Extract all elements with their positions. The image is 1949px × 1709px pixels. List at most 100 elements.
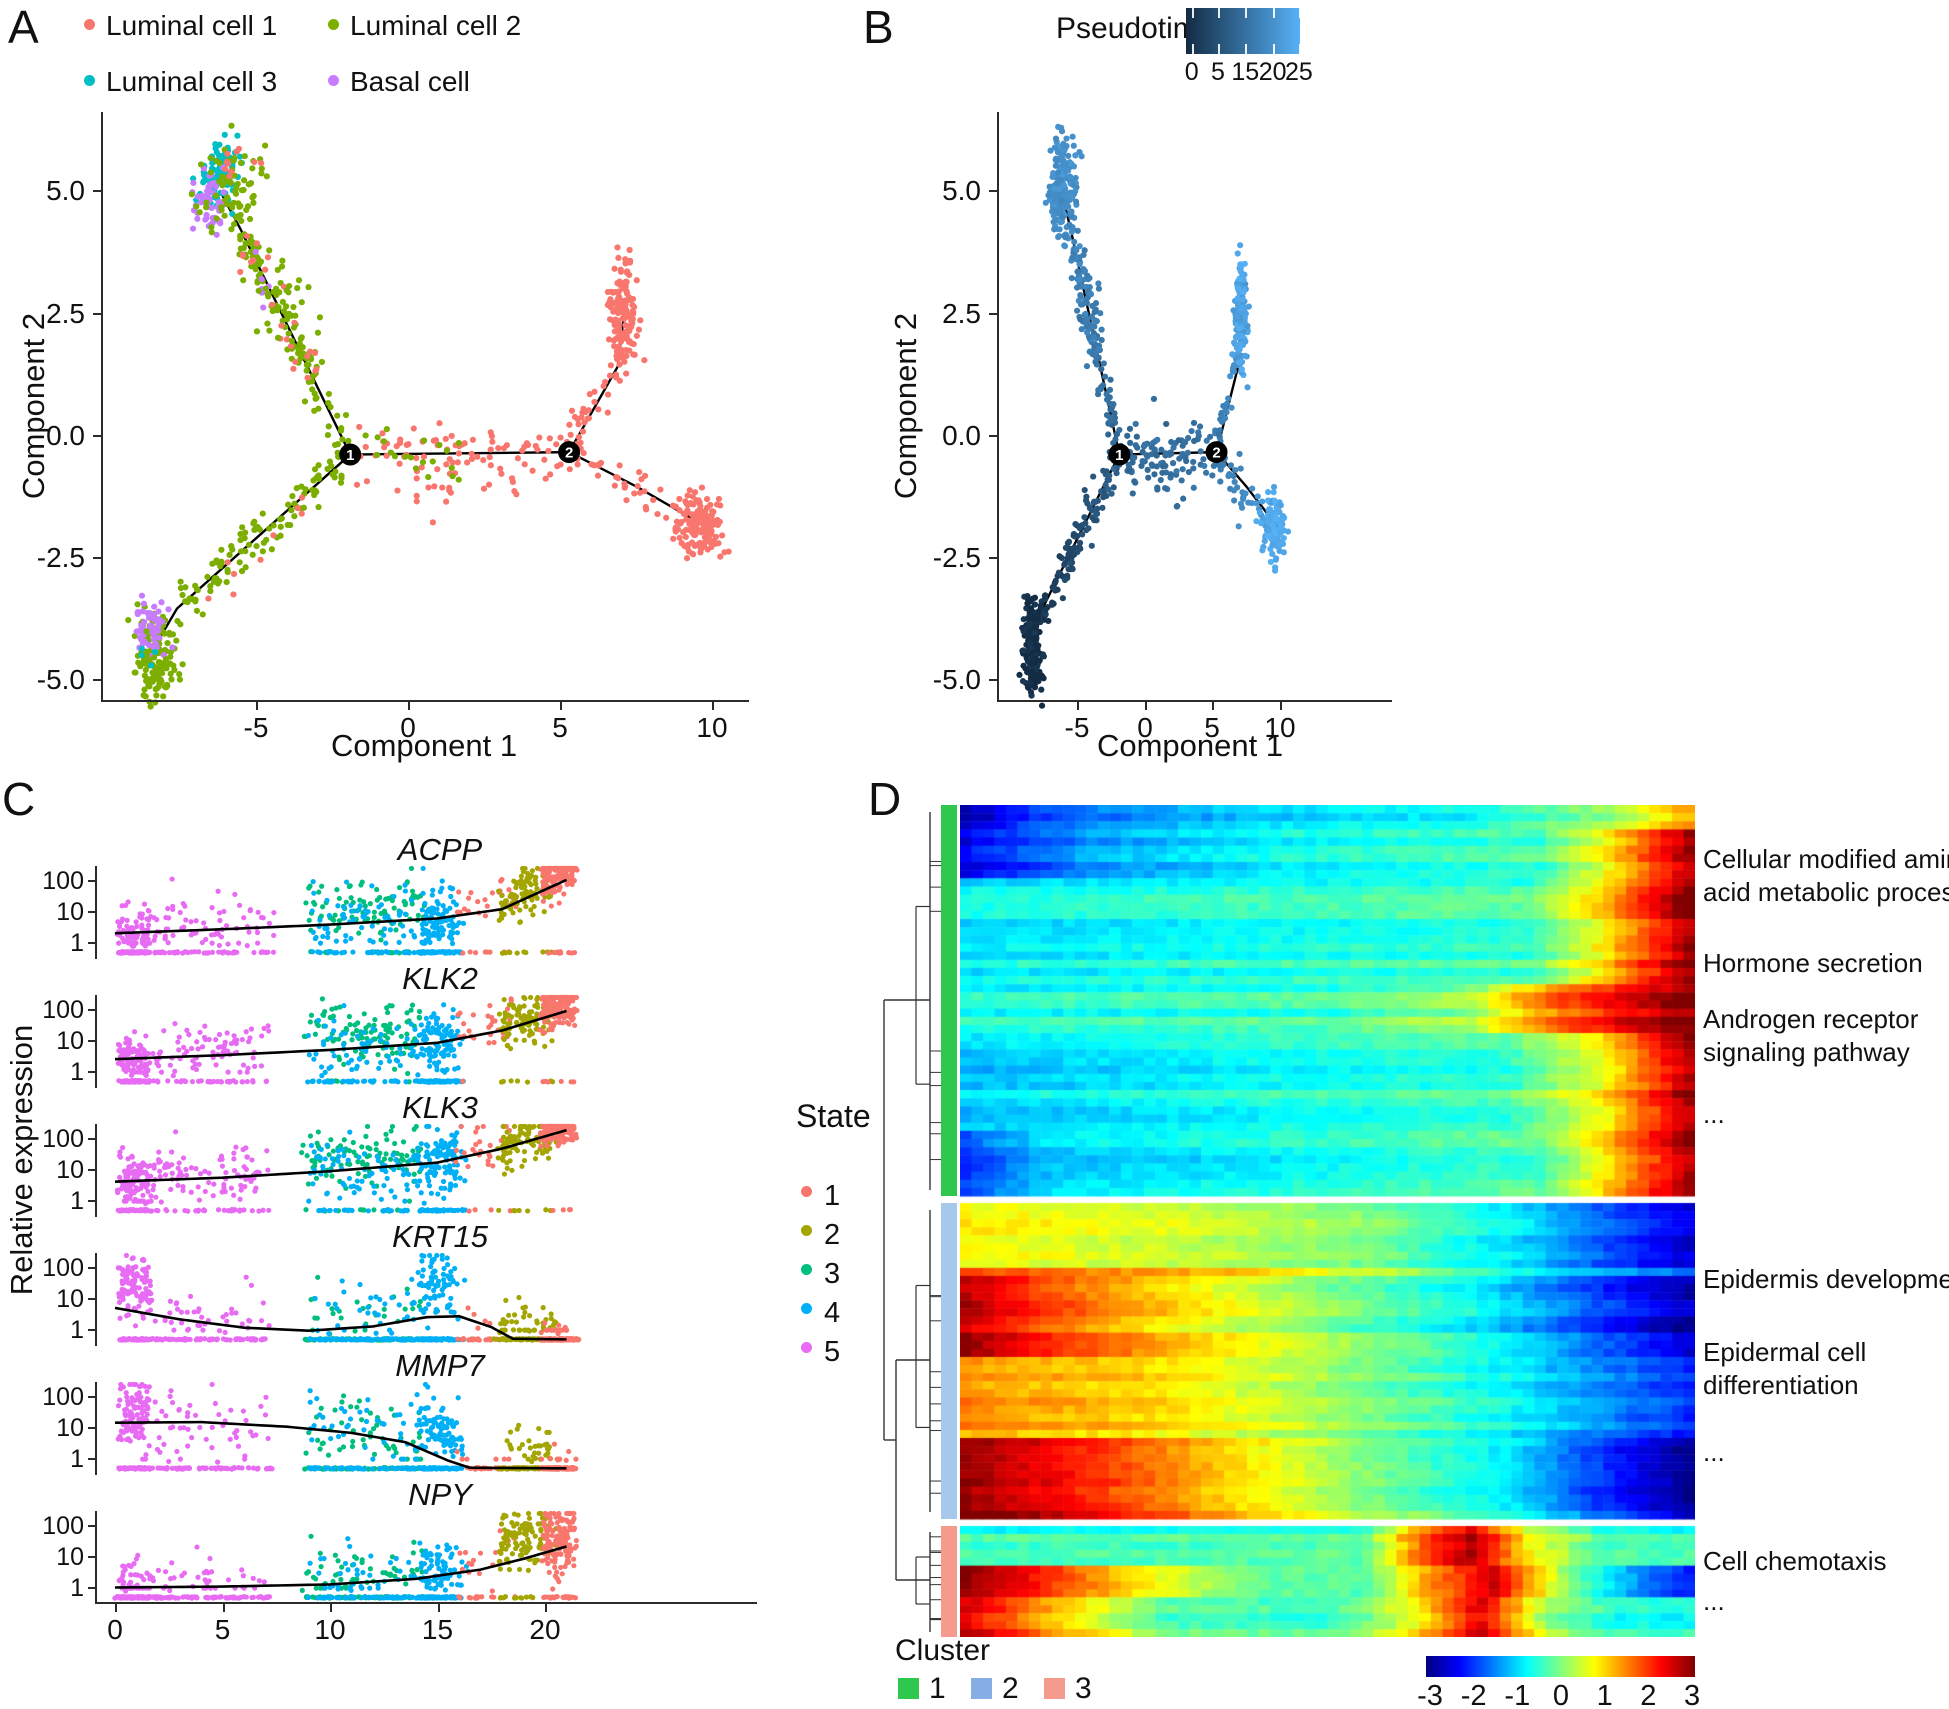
- heatmap-colorbar-tick-label: -1: [1504, 1680, 1531, 1709]
- state-legend-title: State: [796, 1098, 871, 1134]
- panel-c-y-tick-label: 1: [70, 1058, 84, 1087]
- panel-c-y-tick: [88, 1525, 95, 1528]
- panel-c-y-tick-label: 10: [56, 1543, 84, 1572]
- heatmap-cluster-bar-2: [941, 1203, 957, 1519]
- panel-c-x-tick: [330, 1604, 332, 1612]
- legend-dot-3: [84, 75, 95, 86]
- state-legend-dot-3: [801, 1264, 812, 1275]
- panel-c-y-tick: [88, 1396, 95, 1399]
- heatmap-colorbar-tick-label: 1: [1596, 1680, 1613, 1709]
- panel-b-x-tick-label: 5: [1204, 712, 1220, 743]
- panel-a-y-axis-title: Component 2: [16, 312, 51, 500]
- heatmap-colorbar-tick-label: 0: [1552, 1680, 1570, 1709]
- panel-c-y-tick: [88, 1329, 95, 1332]
- heatmap-cluster-bar-1: [941, 805, 957, 1196]
- cluster-legend-swatch-1: [898, 1678, 919, 1699]
- panel-c-y-tick: [88, 1040, 95, 1043]
- svg-text:1: 1: [346, 447, 354, 464]
- panel-a-y-tick: [93, 679, 101, 681]
- panel-c-y-tick-label: 1: [70, 1445, 84, 1474]
- panel-c-x-tick: [222, 1604, 225, 1612]
- panel-c-y-tick-label: 100: [42, 1125, 84, 1154]
- panel-c-y-tick: [88, 1267, 95, 1270]
- panel-a-x-tick-label: -5: [243, 712, 269, 743]
- pseudotime-tick-label: 20: [1258, 58, 1287, 86]
- pseudotime-colorbar: [1186, 8, 1300, 54]
- panel-c-y-tick-label: 10: [56, 1156, 84, 1185]
- panel-a-x-axis-title: Component 1: [330, 728, 518, 763]
- panel-c-x-tick-label: 5: [214, 1614, 231, 1645]
- legend-item-label: Luminal cell 1: [106, 10, 278, 41]
- state-legend-dot-5: [801, 1342, 812, 1353]
- panel-d-label: D: [868, 773, 902, 825]
- heatmap-colorbar-tick-label: -3: [1417, 1680, 1443, 1709]
- panel-c-y-tick-label: 100: [42, 867, 84, 896]
- panel-b-y-tick-label: 5.0: [942, 175, 981, 206]
- panel-a-y-tick: [93, 190, 101, 192]
- pseudotime-colorbar-tick: [1191, 44, 1194, 54]
- gene-title: KLK3: [402, 1090, 478, 1125]
- panel-c-y-tick: [88, 1071, 95, 1074]
- pathway-label: ...: [1703, 1586, 1725, 1616]
- panel-c-x-tick-label: 15: [421, 1614, 454, 1645]
- panel-c-y-tick: [88, 1427, 95, 1430]
- legend-dot-4: [328, 75, 339, 86]
- panel-b-label: B: [863, 1, 894, 53]
- legend-item-label: Basal cell: [350, 66, 470, 97]
- pseudotime-tick-label: 0: [1184, 58, 1199, 86]
- pathway-heatmap: [960, 805, 1695, 1637]
- pseudotime-colorbar-tick: [1245, 44, 1248, 54]
- panel-b-y-axis-title: Component 2: [888, 312, 923, 500]
- panel-b-x-tick: [1280, 702, 1282, 710]
- pathway-label: differentiation: [1703, 1370, 1859, 1400]
- panel-a-y-tick-label: 5.0: [46, 175, 85, 206]
- cluster-legend-item: 2: [1002, 1672, 1019, 1705]
- heatmap-colorbar-tick-label: 3: [1683, 1680, 1701, 1709]
- panel-a-y-tick-label: 0.0: [46, 420, 85, 451]
- panel-c-y-tick: [88, 1587, 95, 1590]
- panel-c-x-tick: [545, 1604, 547, 1612]
- legend-item-label: Luminal cell 2: [350, 10, 522, 41]
- panel-c-y-axis: [95, 866, 97, 959]
- panel-c-y-tick: [88, 1458, 95, 1461]
- panel-a-x-tick: [256, 702, 258, 710]
- state-legend-item: 1: [824, 1180, 841, 1212]
- state-legend-dot-1: [801, 1186, 812, 1197]
- panel-c-y-tick: [88, 911, 95, 914]
- panel-b-x-axis: [997, 700, 1392, 702]
- panel-c-y-tick: [88, 1009, 95, 1012]
- panel-c-y-tick-label: 10: [56, 1027, 84, 1056]
- state-legend-item: 5: [824, 1336, 841, 1368]
- heatmap-colorbar: [1426, 1656, 1695, 1677]
- pseudotime-colorbar-tick: [1272, 44, 1275, 54]
- panel-b-y-tick-label: -2.5: [932, 542, 981, 573]
- panel-c-y-axis: [95, 1382, 97, 1475]
- panel-c-x-tick: [115, 1604, 117, 1612]
- gene-title: NPY: [408, 1477, 472, 1512]
- panel-b-x-tick: [1077, 702, 1079, 710]
- heatmap-colorbar-tick-label: 2: [1640, 1680, 1657, 1709]
- panel-a-x-tick-label: 10: [696, 712, 728, 743]
- panel-b-y-axis: [997, 112, 999, 700]
- panel-c-x-axis: [95, 1602, 757, 1604]
- panel-a-x-tick-label: 5: [552, 712, 568, 743]
- gene-title: MMP7: [395, 1348, 485, 1383]
- panel-a-y-tick-label: -5.0: [36, 664, 85, 695]
- panel-c-x-tick: [437, 1604, 440, 1612]
- cluster-legend-item: 1: [929, 1672, 946, 1705]
- panel-b-y-tick: [989, 557, 997, 559]
- pseudotime-colorbar-tick: [1217, 44, 1220, 54]
- cluster-legend-swatch-3: [1044, 1678, 1065, 1699]
- panel-b-x-tick: [1145, 702, 1147, 710]
- panel-b-y-tick: [989, 313, 997, 315]
- legend-item-label: Luminal cell 3: [106, 66, 278, 97]
- svg-text:2: 2: [565, 445, 573, 462]
- panel-c-y-tick: [88, 1138, 95, 1141]
- pseudotime-colorbar-tick: [1298, 8, 1301, 18]
- cluster-legend-title: Cluster: [895, 1634, 991, 1667]
- panel-a-x-tick: [560, 702, 562, 710]
- panel-a-y-tick: [93, 435, 101, 437]
- pseudotime-colorbar-tick: [1272, 8, 1275, 18]
- pseudotime-tick-label: 15: [1231, 58, 1260, 86]
- panel-c-label: C: [2, 773, 36, 825]
